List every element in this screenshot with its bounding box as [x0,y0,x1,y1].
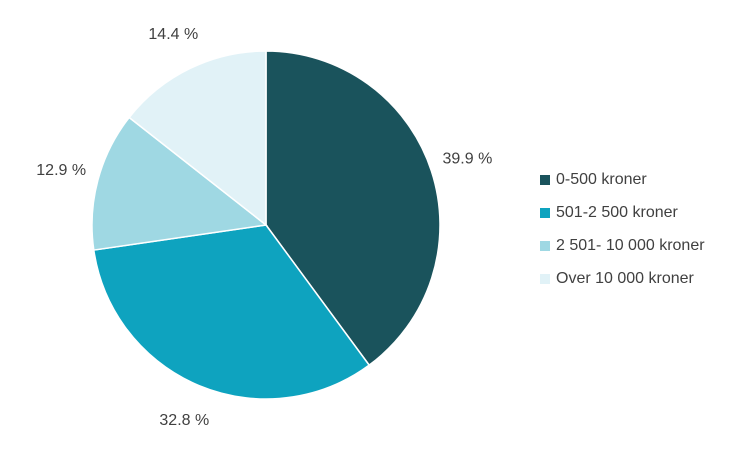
pie-data-labels: 39.9 % 32.8 % 12.9 % 14.4 % [36,26,492,429]
legend-item: Over 10 000 kroner [540,262,705,295]
legend-label: Over 10 000 kroner [556,269,694,287]
chart-legend: 0-500 kroner 501-2 500 kroner 2 501- 10 00… [540,163,705,295]
slice-data-label: 12.9 % [36,162,86,179]
pie-slice [128,50,267,227]
pie-slice [91,116,268,251]
slice-data-label: 39.9 % [442,150,492,167]
legend-swatch [540,207,550,218]
legend-label: 0-500 kroner [556,170,647,188]
legend-item: 2 501- 10 000 kroner [540,229,705,262]
legend-swatch [540,273,550,284]
pie-slices [91,50,441,400]
legend-item: 0-500 kroner [540,163,705,196]
legend-label: 2 501- 10 000 kroner [556,236,705,254]
legend-item: 501-2 500 kroner [540,196,705,229]
pie-slice [265,50,441,367]
legend-swatch [540,240,550,251]
pie-slice [92,224,371,400]
legend-label: 501-2 500 kroner [556,203,678,221]
legend-swatch [540,174,550,185]
slice-data-label: 14.4 % [148,26,198,43]
slice-data-label: 32.8 % [159,412,209,429]
